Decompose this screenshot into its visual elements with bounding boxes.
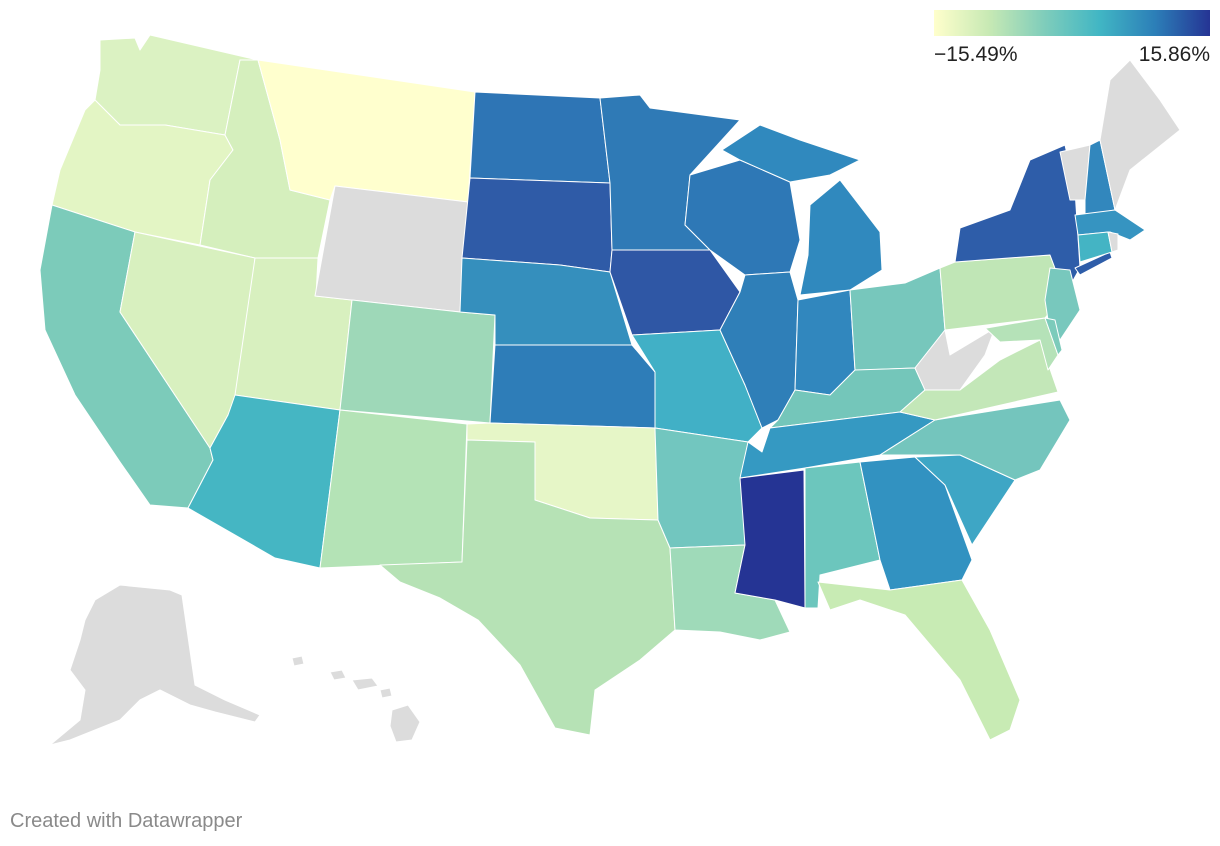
state-sd[interactable] xyxy=(461,177,613,273)
state-il[interactable] xyxy=(719,271,799,429)
state-mt[interactable] xyxy=(257,59,476,203)
state-fl[interactable] xyxy=(817,579,1021,741)
state-nm[interactable] xyxy=(319,409,468,569)
state-de[interactable] xyxy=(1044,317,1063,356)
state-me[interactable] xyxy=(1099,59,1181,211)
color-legend: −15.49% 15.86% xyxy=(934,10,1210,71)
state-hi-5[interactable] xyxy=(389,704,421,743)
state-ny-li[interactable] xyxy=(1074,251,1113,276)
state-hi-1[interactable] xyxy=(291,655,305,667)
state-tx[interactable] xyxy=(379,439,676,736)
state-nd[interactable] xyxy=(469,91,611,184)
state-hi-4[interactable] xyxy=(379,687,393,699)
legend-gradient-bar xyxy=(934,10,1210,36)
state-ak[interactable] xyxy=(49,584,261,746)
state-ks[interactable] xyxy=(489,344,656,429)
state-nc[interactable] xyxy=(879,399,1071,481)
credit-text: Created with Datawrapper xyxy=(10,810,243,832)
state-ia[interactable] xyxy=(609,249,741,336)
state-ri[interactable] xyxy=(1107,231,1119,253)
state-wy[interactable] xyxy=(314,185,469,313)
legend-min-label: −15.49% xyxy=(934,43,1018,66)
state-mi[interactable] xyxy=(799,179,883,296)
state-mi-up[interactable] xyxy=(721,124,861,183)
state-ms[interactable] xyxy=(734,469,806,609)
state-hi-2[interactable] xyxy=(329,669,347,681)
legend-max-label: 15.86% xyxy=(1138,43,1210,66)
state-hi-3[interactable] xyxy=(351,677,379,691)
state-co[interactable] xyxy=(339,299,496,424)
